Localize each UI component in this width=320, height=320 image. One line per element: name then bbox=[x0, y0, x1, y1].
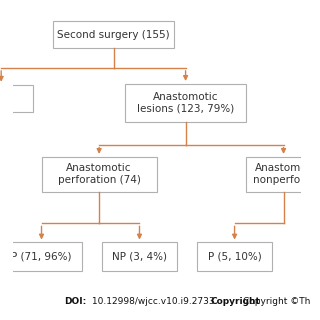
FancyBboxPatch shape bbox=[246, 157, 320, 192]
FancyBboxPatch shape bbox=[102, 243, 177, 271]
Text: DOI:: DOI: bbox=[65, 297, 87, 306]
FancyBboxPatch shape bbox=[53, 21, 174, 48]
Text: Copyright ©Th: Copyright ©Th bbox=[243, 297, 311, 306]
Text: Copyright: Copyright bbox=[210, 297, 260, 306]
FancyBboxPatch shape bbox=[1, 243, 82, 271]
Text: Second surgery (155): Second surgery (155) bbox=[57, 30, 170, 40]
Text: 10.12998/wjcc.v10.i9.2733: 10.12998/wjcc.v10.i9.2733 bbox=[89, 297, 223, 306]
Text: Anastomotic
perforation (74): Anastomotic perforation (74) bbox=[58, 164, 140, 185]
FancyBboxPatch shape bbox=[125, 84, 246, 122]
Text: Anastomo-
nonperfora-: Anastomo- nonperfora- bbox=[253, 164, 314, 185]
Text: P (5, 10%): P (5, 10%) bbox=[208, 252, 261, 262]
Text: Anastomotic
lesions (123, 79%): Anastomotic lesions (123, 79%) bbox=[137, 92, 234, 114]
Text: NP (3, 4%): NP (3, 4%) bbox=[112, 252, 167, 262]
FancyBboxPatch shape bbox=[197, 243, 272, 271]
FancyBboxPatch shape bbox=[42, 157, 157, 192]
Text: P (71, 96%): P (71, 96%) bbox=[11, 252, 72, 262]
Text: otic: otic bbox=[0, 93, 11, 103]
FancyBboxPatch shape bbox=[0, 85, 33, 112]
